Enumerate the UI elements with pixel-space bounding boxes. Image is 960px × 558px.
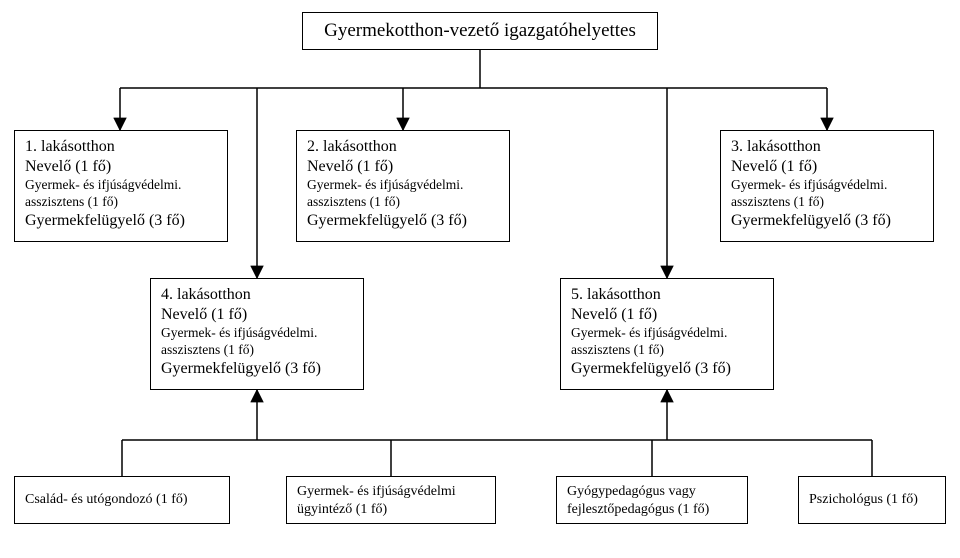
- lako-line2: Nevelő (1 fő): [161, 305, 353, 325]
- bottom-node-2: Gyermek- és ifjúságvédelmi ügyintéző (1 …: [286, 476, 496, 524]
- lakasotthon-4: 4. lakásotthon Nevelő (1 fő) Gyermek- és…: [150, 278, 364, 390]
- lako-1-n: 1: [25, 138, 33, 155]
- bottom-node-1: Család- és utógondozó (1 fő): [14, 476, 230, 524]
- lako-3-n: 3: [731, 138, 739, 155]
- lako-line3: Gyermek- és ifjúságvédelmi.: [307, 177, 499, 194]
- lakasotthon-3: 3. lakásotthon Nevelő (1 fő) Gyermek- és…: [720, 130, 934, 242]
- head-label: Gyermekotthon-vezető igazgatóhelyettes: [324, 19, 636, 43]
- lako-line5: Gyermekfelügyelő (3 fő): [307, 211, 499, 231]
- lako-4-n: 4: [161, 286, 169, 303]
- lako-line5: Gyermekfelügyelő (3 fő): [25, 211, 217, 231]
- lakasotthon-1: 1. lakásotthon Nevelő (1 fő) Gyermek- és…: [14, 130, 228, 242]
- lako-line3: Gyermek- és ifjúságvédelmi.: [571, 325, 763, 342]
- lako-suffix: . lakásotthon: [33, 138, 115, 155]
- bottom-2-line1: Gyermek- és ifjúságvédelmi: [297, 483, 485, 501]
- connectors: [0, 0, 960, 558]
- lako-line4: asszisztens (1 fő): [161, 342, 353, 359]
- lako-line2: Nevelő (1 fő): [731, 157, 923, 177]
- lako-line2: Nevelő (1 fő): [307, 157, 499, 177]
- bottom-node-3: Gyógypedagógus vagy fejlesztőpedagógus (…: [556, 476, 748, 524]
- lako-suffix: . lakásotthon: [739, 138, 821, 155]
- lako-line4: asszisztens (1 fő): [731, 194, 923, 211]
- lako-line3: Gyermek- és ifjúságvédelmi.: [25, 177, 217, 194]
- bottom-4-line1: Pszichológus (1 fő): [809, 491, 918, 509]
- lako-line5: Gyermekfelügyelő (3 fő): [571, 359, 763, 379]
- lako-line2: Nevelő (1 fő): [571, 305, 763, 325]
- lako-line3: Gyermek- és ifjúságvédelmi.: [731, 177, 923, 194]
- bottom-node-4: Pszichológus (1 fő): [798, 476, 946, 524]
- lako-line2: Nevelő (1 fő): [25, 157, 217, 177]
- lakasotthon-2: 2. lakásotthon Nevelő (1 fő) Gyermek- és…: [296, 130, 510, 242]
- head-node: Gyermekotthon-vezető igazgatóhelyettes: [302, 12, 658, 50]
- lako-5-n: 5: [571, 286, 579, 303]
- lako-suffix: . lakásotthon: [315, 138, 397, 155]
- lako-suffix: . lakásotthon: [579, 286, 661, 303]
- bottom-1-line1: Család- és utógondozó (1 fő): [25, 491, 188, 509]
- bottom-3-line1: Gyógypedagógus vagy: [567, 483, 737, 501]
- lako-line5: Gyermekfelügyelő (3 fő): [731, 211, 923, 231]
- lako-line5: Gyermekfelügyelő (3 fő): [161, 359, 353, 379]
- bottom-2-line2: ügyintéző (1 fő): [297, 501, 485, 519]
- lako-line3: Gyermek- és ifjúságvédelmi.: [161, 325, 353, 342]
- lako-suffix: . lakásotthon: [169, 286, 251, 303]
- lakasotthon-5: 5. lakásotthon Nevelő (1 fő) Gyermek- és…: [560, 278, 774, 390]
- lako-line4: asszisztens (1 fő): [307, 194, 499, 211]
- lako-line4: asszisztens (1 fő): [571, 342, 763, 359]
- bottom-3-line2: fejlesztőpedagógus (1 fő): [567, 501, 737, 519]
- lako-line4: asszisztens (1 fő): [25, 194, 217, 211]
- lako-2-n: 2: [307, 138, 315, 155]
